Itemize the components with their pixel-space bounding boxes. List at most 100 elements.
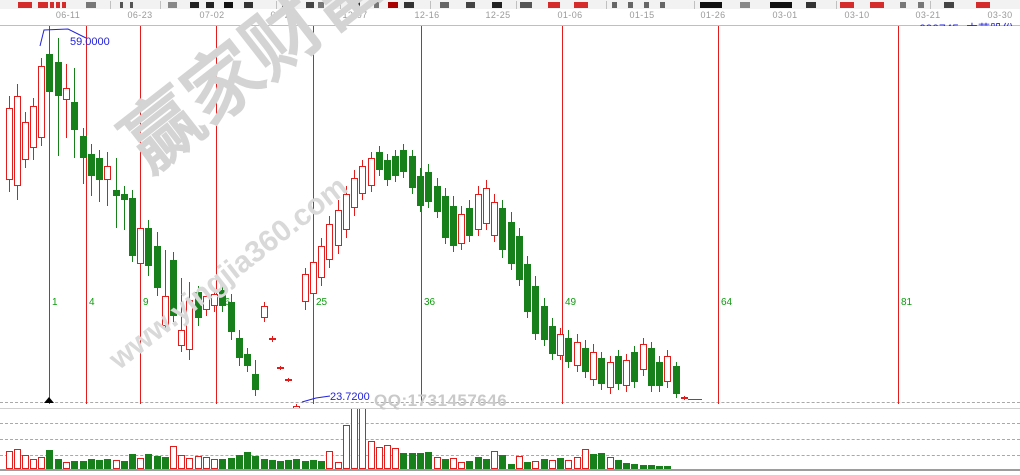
toolbar-separator-7	[694, 1, 695, 9]
candle-body	[466, 208, 473, 236]
date-axis: 06-11 06-23 07-02 07-22 12-07 12-16 12-25 01-06…	[0, 9, 1020, 26]
toolbar-icon-8[interactable]	[168, 2, 177, 8]
toolbar-icon-10[interactable]	[206, 2, 214, 8]
candle-body	[71, 102, 78, 130]
candle-body	[121, 194, 128, 200]
toolbar-icon-37[interactable]	[918, 2, 924, 8]
candle-body	[145, 228, 152, 266]
toolbar-icon-5[interactable]	[86, 2, 96, 8]
toolbar-icon-6[interactable]	[120, 2, 123, 8]
candle-body	[30, 106, 37, 148]
toolbar-separator-4	[430, 1, 431, 9]
toolbar-icon-13[interactable]	[282, 2, 294, 8]
gann-number-25: 25	[316, 297, 328, 308]
volume-bar	[483, 459, 490, 469]
toolbar-icon-17[interactable]	[374, 2, 379, 8]
volume-bar	[582, 449, 589, 469]
candle-body	[598, 358, 605, 384]
volume-bar	[6, 451, 13, 469]
candle-body	[590, 352, 597, 380]
toolbar-icon-39[interactable]	[976, 2, 990, 8]
candle-body	[508, 222, 515, 264]
toolbar-icon-18[interactable]	[388, 2, 398, 8]
toolbar-icon-36[interactable]	[900, 2, 906, 8]
toolbar-icon-28[interactable]	[644, 2, 649, 8]
volume-pane[interactable]	[0, 408, 1020, 475]
volume-bar	[516, 456, 523, 469]
toolbar-icon-11[interactable]	[224, 2, 233, 8]
toolbar-icon-14[interactable]	[306, 2, 314, 8]
candle-body	[368, 158, 375, 186]
trailing-price-segment	[688, 399, 702, 400]
volume-bar	[607, 457, 614, 469]
candle-body	[170, 260, 177, 316]
candle-body	[491, 202, 498, 236]
price-pane[interactable]: 149162536496481	[0, 26, 1020, 408]
date-tick-1: 06-23	[127, 10, 153, 20]
toolbar-icon-35[interactable]	[870, 2, 884, 8]
candle-body	[532, 286, 539, 334]
candle-body	[475, 194, 482, 230]
toolbar-icon-21[interactable]	[466, 2, 475, 8]
toolbar-icon-32[interactable]	[770, 2, 792, 8]
volume-bar	[491, 451, 498, 469]
gann-line-64	[718, 26, 719, 404]
toolbar-icon-34[interactable]	[840, 2, 854, 8]
toolbar-icon-24[interactable]	[548, 2, 560, 8]
candle-body	[293, 406, 300, 408]
toolbar-icon-31[interactable]	[740, 2, 750, 8]
volume-bar	[71, 461, 78, 469]
candle-body	[310, 262, 317, 294]
volume-bar	[285, 460, 292, 469]
toolbar-icon-20[interactable]	[440, 2, 449, 8]
volume-bar	[269, 460, 276, 469]
volume-bar	[648, 465, 655, 469]
volume-bar	[252, 456, 259, 469]
toolbar-icon-7[interactable]	[130, 2, 133, 8]
candle-body	[640, 344, 647, 370]
candle-body	[277, 367, 284, 369]
candle-body	[400, 150, 407, 172]
date-tick-13: 03-30	[987, 10, 1013, 20]
toolbar-icon-22[interactable]	[492, 2, 502, 8]
volume-bar	[211, 459, 218, 469]
toolbar-icon-19[interactable]	[404, 2, 414, 8]
candle-body	[458, 214, 465, 244]
candle-body	[203, 296, 210, 310]
toolbar-icon-16[interactable]	[348, 2, 360, 8]
volume-bar	[524, 462, 531, 469]
toolbar-icon-23[interactable]	[520, 2, 532, 8]
volume-bar	[326, 451, 333, 469]
gann-number-9: 9	[143, 297, 149, 308]
date-tick-11: 03-10	[844, 10, 870, 20]
toolbar-icon-3[interactable]	[56, 2, 60, 8]
candle-body	[434, 186, 441, 212]
toolbar-icon-26[interactable]	[612, 2, 617, 8]
toolbar-icon-38[interactable]	[944, 2, 954, 8]
toolbar-icon-2[interactable]	[50, 2, 54, 8]
toolbar-icon-29[interactable]	[660, 2, 665, 8]
volume-bar	[113, 460, 120, 469]
toolbar-icon-33[interactable]	[806, 2, 816, 8]
candle-body	[96, 158, 103, 180]
gann-number-49: 49	[565, 297, 577, 308]
toolbar-icon-15[interactable]	[318, 2, 324, 8]
toolbar-icon-0[interactable]	[18, 2, 32, 8]
toolbar-icon-30[interactable]	[700, 2, 722, 8]
volume-bar	[162, 457, 169, 469]
candle-body	[384, 160, 391, 180]
volume-bar	[30, 459, 37, 469]
toolbar-icon-27[interactable]	[628, 2, 633, 8]
gann-line-16	[216, 26, 217, 404]
candle-body	[63, 88, 70, 100]
toolbar-icon-25[interactable]	[574, 2, 588, 8]
toolbar-icon-9[interactable]	[190, 2, 199, 8]
candle-body	[318, 246, 325, 278]
toolbar-icon-4[interactable]	[62, 2, 66, 8]
toolbar-icon-12[interactable]	[244, 2, 253, 8]
toolbar-icon-1[interactable]	[38, 2, 48, 8]
candle-body	[236, 338, 243, 358]
volume-bar	[22, 455, 29, 469]
volume-bar	[277, 461, 284, 469]
volume-bar	[508, 464, 515, 469]
